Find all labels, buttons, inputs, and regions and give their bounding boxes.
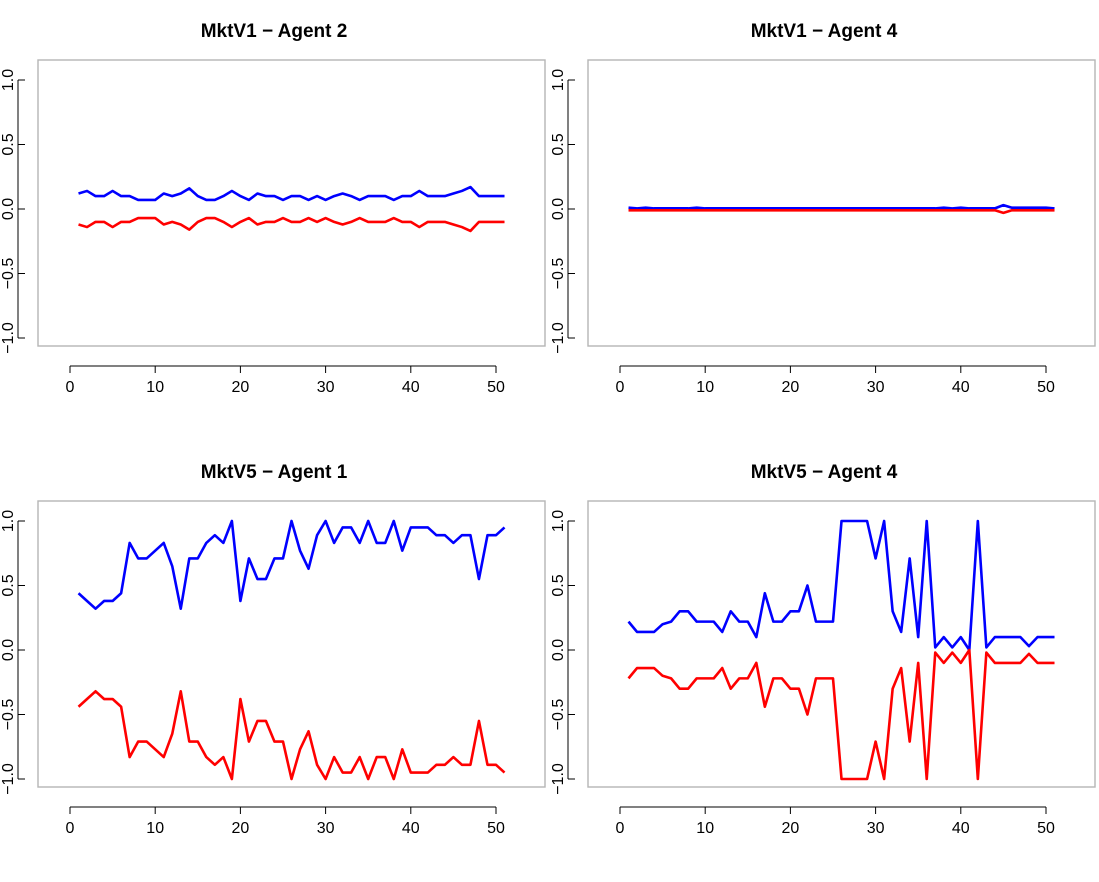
x-tick-label: 40 (952, 820, 970, 837)
y-tick-label: 0.0 (0, 639, 17, 661)
y-tick-label: 0.5 (0, 574, 17, 596)
x-tick-label: 50 (1037, 820, 1055, 837)
y-tick-label: 0.5 (0, 133, 17, 155)
y-tick-label: 0.0 (0, 198, 17, 220)
chart-svg: MktV1 − Agent 4 0 10 20 30 40 50 −1.0 −0.5 0.0 0.5… (550, 21, 1096, 396)
chart-panel-mktv5-agent1: MktV5 − Agent 1 0 10 20 30 40 50 −1.0 −0.5 0.0 0.5… (0, 441, 549, 882)
y-tick-label: 1.0 (0, 69, 17, 91)
series-line-red (627, 648, 1055, 781)
x-tick-label: 30 (317, 379, 335, 396)
x-tick-label: 10 (696, 379, 714, 396)
x-tick-label: 0 (66, 379, 75, 396)
x-tick-label: 20 (782, 379, 800, 396)
y-tick-label: 0.0 (550, 639, 567, 661)
series-line-blue (628, 203, 1055, 210)
y-tick-label: 0.5 (550, 133, 567, 155)
x-tick-label: 30 (867, 379, 885, 396)
x-tick-label: 30 (867, 820, 885, 837)
plot-frame (587, 59, 1096, 347)
y-tick-label: 1.0 (550, 69, 567, 91)
x-tick-label: 10 (696, 820, 714, 837)
plot-frame (37, 500, 546, 788)
x-tick-label: 20 (232, 379, 250, 396)
series-line-red (628, 208, 1055, 215)
x-tick-label: 50 (487, 379, 505, 396)
x-tick-label: 20 (232, 820, 250, 837)
series-line-blue (77, 519, 506, 611)
chart-svg: MktV5 − Agent 1 0 10 20 30 40 50 −1.0 −0.5 0.0 0.5… (0, 462, 546, 837)
plot-frame (37, 59, 546, 347)
x-tick-label: 0 (616, 820, 625, 837)
y-tick-label: −0.5 (550, 258, 567, 290)
chart-title: MktV5 − Agent 1 (201, 462, 348, 483)
y-tick-label: −0.5 (0, 699, 17, 731)
chart-svg: MktV1 − Agent 2 0 10 20 30 40 50 −1.0 −0.5 0.0 0.5… (0, 21, 546, 396)
series-line-red (77, 689, 506, 781)
chart-panel-mktv1-agent4: MktV1 − Agent 4 0 10 20 30 40 50 −1.0 −0.5 0.0 0.5… (550, 0, 1099, 441)
y-tick-label: −1.0 (0, 322, 17, 354)
x-tick-label: 30 (317, 820, 335, 837)
y-tick-label: 0.0 (550, 198, 567, 220)
y-tick-label: −1.0 (0, 763, 17, 795)
chart-title: MktV1 − Agent 2 (201, 21, 348, 42)
x-tick-label: 20 (782, 820, 800, 837)
y-tick-label: −1.0 (550, 763, 567, 795)
x-tick-label: 40 (952, 379, 970, 396)
y-tick-label: −1.0 (550, 322, 567, 354)
series-line-blue (78, 185, 505, 202)
y-tick-label: 0.5 (550, 574, 567, 596)
series-line-blue (627, 519, 1055, 652)
chart-panel-mktv5-agent4: MktV5 − Agent 4 0 10 20 30 40 50 −1.0 −0.5 0.0 0.5… (550, 441, 1099, 882)
chart-title: MktV1 − Agent 4 (751, 21, 898, 42)
x-tick-label: 50 (1037, 379, 1055, 396)
x-tick-label: 50 (487, 820, 505, 837)
x-tick-label: 40 (402, 379, 420, 396)
x-tick-label: 0 (66, 820, 75, 837)
series-line-red (78, 216, 505, 233)
chart-svg: MktV5 − Agent 4 0 10 20 30 40 50 −1.0 −0.5 0.0 0.5… (550, 462, 1096, 837)
y-tick-label: −0.5 (0, 258, 17, 290)
x-tick-label: 10 (146, 820, 164, 837)
chart-title: MktV5 − Agent 4 (751, 462, 898, 483)
y-tick-label: −0.5 (550, 699, 567, 731)
x-tick-label: 10 (146, 379, 164, 396)
chart-panel-mktv1-agent2: MktV1 − Agent 2 0 10 20 30 40 50 −1.0 −0.5 0.0 0.5… (0, 0, 549, 441)
y-tick-label: 1.0 (550, 510, 567, 532)
plot-frame (587, 500, 1096, 788)
x-tick-label: 0 (616, 379, 625, 396)
x-tick-label: 40 (402, 820, 420, 837)
y-tick-label: 1.0 (0, 510, 17, 532)
